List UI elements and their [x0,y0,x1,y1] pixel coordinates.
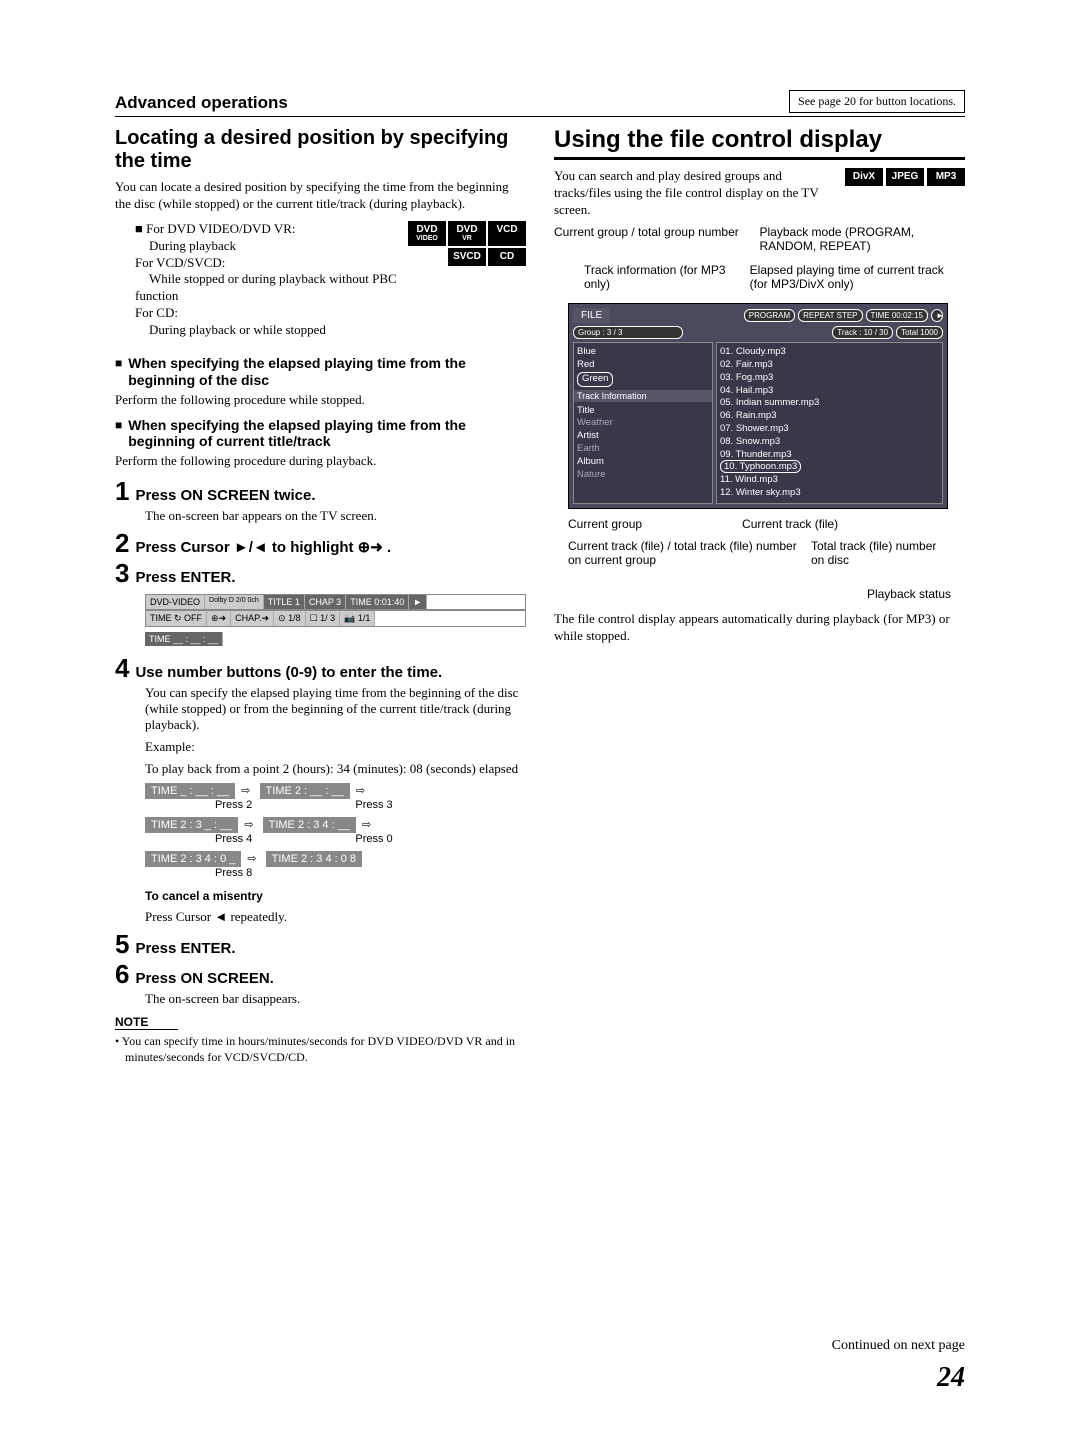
groups-panel: Blue Red Green Track Information Title W… [573,342,713,504]
sub2-text: Perform the following procedure during p… [115,453,526,470]
intro-text: You can locate a desired position by spe… [115,179,526,213]
header-row: Advanced operations See page 20 for butt… [115,90,965,117]
right-column: Using the file control display You can s… [554,127,965,1065]
advanced-operations-title: Advanced operations [115,93,288,113]
disc-note: ■ For DVD VIDEO/DVD VR: During playback … [135,221,398,339]
tracks-panel: 01. Cloudy.mp3 02. Fair.mp3 03. Fog.mp3 … [716,342,943,504]
step4-example-text: To play back from a point 2 (hours): 34 … [145,761,526,777]
badge-mp3: MP3 [927,168,965,186]
step4-example-label: Example: [145,739,526,755]
label-current-group: Current group [568,517,642,531]
step-6: 6Press ON SCREEN. [115,961,526,987]
step-3: 3Press ENTER. [115,560,526,586]
section-title-locating: Locating a desired position by specifyin… [115,127,526,173]
note-body: • You can specify time in hours/minutes/… [125,1034,526,1065]
badge-cd: CD [488,248,526,266]
label-elapsed: Elapsed playing time of current track (f… [750,263,965,291]
cancel-title: To cancel a misentry [145,889,526,903]
step1-sub: The on-screen bar appears on the TV scre… [145,508,526,524]
format-badges: DVDVIDEO DVDVR VCD SVCD CD [408,221,526,266]
file-control-display: FILE PROGRAM REPEAT STEP TIME 00:02:15 ►… [568,303,948,509]
label-track-info: Track information (for MP3 only) [584,263,750,291]
step-5: 5Press ENTER. [115,931,526,957]
label-current-track: Current track (file) [742,517,838,531]
time-entry-sequence: TIME _ : __ : __⇨ TIME 2 : __ : __⇨ Pres… [145,783,526,879]
badge-jpeg: JPEG [886,168,924,186]
note-header: NOTE [115,1015,178,1030]
label-total-disc: Total track (file) number on disc [811,539,951,567]
cancel-text: Press Cursor ◄ repeatedly. [145,909,526,925]
step-1: 1Press ON SCREEN twice. [115,478,526,504]
label-playback-status: Playback status [554,587,951,601]
label-current-total: Current track (file) / total track (file… [568,539,811,567]
left-column: Locating a desired position by specifyin… [115,127,526,1065]
format-badges-right: DivX JPEG MP3 [845,168,965,186]
badge-divx: DivX [845,168,883,186]
badge-vcd: VCD [488,221,526,246]
label-playback-mode: Playback mode (PROGRAM, RANDOM, REPEAT) [760,225,966,253]
step-4: 4Use number buttons (0-9) to enter the t… [115,655,526,681]
page-number: 24 [937,1362,965,1394]
label-group-number: Current group / total group number [554,225,760,253]
sub1-text: Perform the following procedure while st… [115,392,526,409]
step-2: 2Press Cursor ►/◄ to highlight ⊕➜ . [115,530,526,556]
page-reference-box: See page 20 for button locations. [789,90,965,113]
step4-sub1: You can specify the elapsed playing time… [145,685,526,733]
badge-dvd-vr: DVDVR [448,221,486,246]
subsection-elapsed-disc: ■When specifying the elapsed playing tim… [115,355,526,389]
badge-svcd: SVCD [448,248,486,266]
continued-text: Continued on next page [832,1338,965,1354]
osd-display: DVD-VIDEO Dolby D 2/0 0ch TITLE 1 CHAP 3… [145,594,526,647]
step6-sub: The on-screen bar disappears. [145,991,526,1007]
subsection-elapsed-track: ■When specifying the elapsed playing tim… [115,417,526,451]
closing-text: The file control display appears automat… [554,611,965,645]
right-intro: You can search and play desired groups a… [554,168,835,219]
badge-dvd-video: DVDVIDEO [408,221,446,246]
section-title-file-control: Using the file control display [554,127,965,160]
